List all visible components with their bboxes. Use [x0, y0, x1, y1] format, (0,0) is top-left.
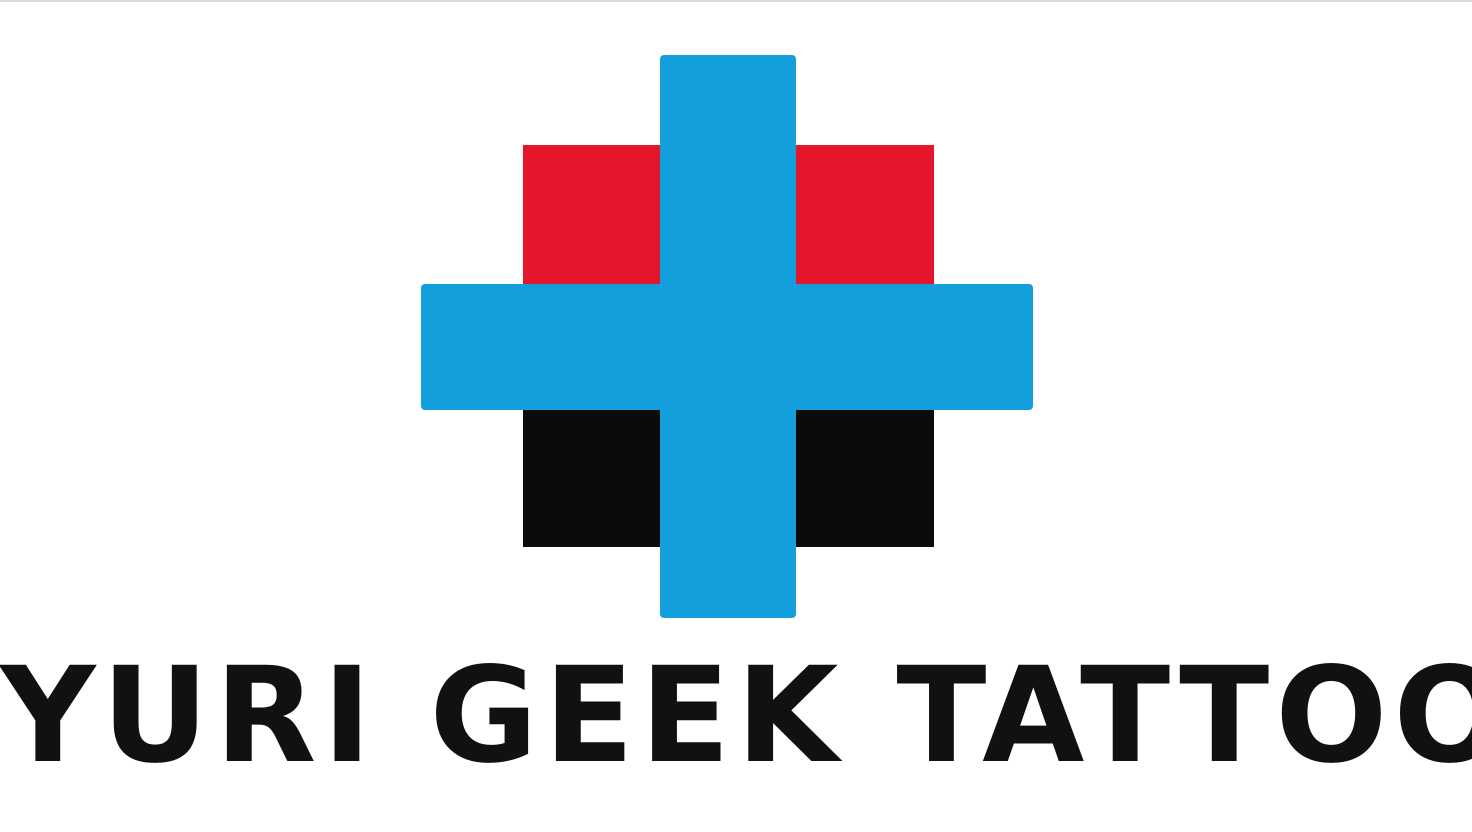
brand-name: YURI GEEK TATTOO	[0, 639, 1472, 793]
cross-logo-icon	[418, 52, 1034, 622]
logo-svg	[421, 55, 1033, 618]
logo-cross-vertical	[660, 55, 796, 618]
top-border	[0, 0, 1472, 2]
